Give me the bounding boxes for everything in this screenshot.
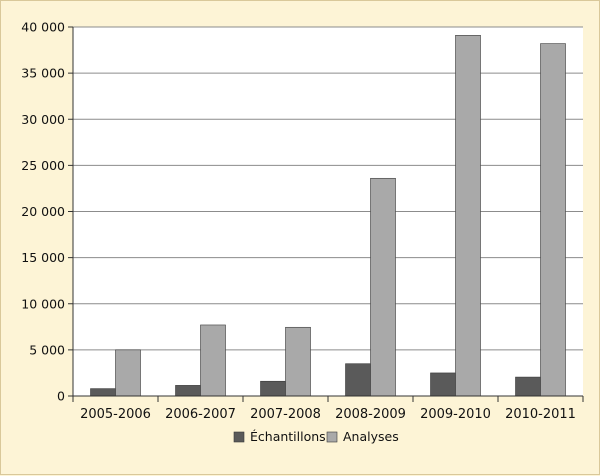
legend-label: Échantillons: [250, 429, 326, 444]
legend-swatch: [233, 431, 245, 443]
bar-echantillons-2009-2010: [430, 372, 456, 397]
legend-swatch: [326, 431, 338, 443]
bar-echantillons-2007-2008: [260, 380, 286, 397]
bar-analyses-2006-2007: [200, 324, 226, 397]
bar-analyses-2008-2009: [370, 177, 396, 397]
x-tick-label: 2006-2007: [165, 407, 236, 422]
y-tick-label: 40 000: [21, 20, 65, 35]
bar-analyses-2010-2011: [540, 43, 566, 397]
x-tick-labels: 2005-2006 2006-2007 2007-2008 2008-2009 2009…: [72, 396, 584, 422]
bar-analyses-2009-2010: [455, 35, 481, 397]
bar-echantillons-2006-2007: [175, 385, 201, 397]
legend-label: Analyses: [343, 429, 399, 444]
x-tick-label: 2010-2011: [505, 407, 576, 422]
bar-analyses-2005-2006: [115, 349, 141, 397]
y-tick-label: 10 000: [21, 296, 65, 311]
legend: Échantillons Analyses: [233, 429, 399, 444]
x-tick-label: 2007-2008: [250, 407, 321, 422]
x-tick-label: 2005-2006: [80, 407, 151, 422]
y-tick-label: 35 000: [21, 66, 65, 81]
bar-echantillons-2008-2009: [345, 363, 371, 397]
bar-echantillons-2005-2006: [90, 388, 116, 397]
y-tick-label: 15 000: [21, 250, 65, 265]
x-tick-label: 2008-2009: [335, 407, 406, 422]
y-tick-label: 5 000: [29, 342, 65, 357]
bar-echantillons-2010-2011: [515, 376, 541, 397]
bar-analyses-2007-2008: [285, 326, 311, 397]
y-tick-label: 30 000: [21, 112, 65, 127]
y-tick-label: 20 000: [21, 204, 65, 219]
gridlines: [73, 26, 583, 351]
y-tick-label: 25 000: [21, 158, 65, 173]
y-tick-labels: 0 5 000 10 000 15 000 20 000 25 000 30 000 35 0…: [21, 20, 73, 404]
x-tick-label: 2009-2010: [420, 407, 491, 422]
y-tick-label: 0: [57, 389, 65, 404]
